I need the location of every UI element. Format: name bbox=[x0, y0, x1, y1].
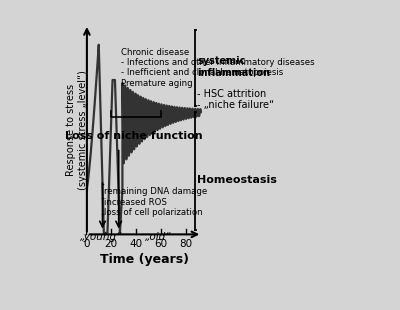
Text: Loss of niche function: Loss of niche function bbox=[65, 131, 202, 141]
Text: remaining DNA damage
increased ROS
loss of cell polarization: remaining DNA damage increased ROS loss … bbox=[104, 187, 208, 217]
Text: Time (years): Time (years) bbox=[100, 254, 189, 267]
Text: Chronic disease
- Infections and other inflammatory diseases
- Inefficient and c: Chronic disease - Infections and other i… bbox=[120, 48, 314, 88]
Text: systemic
inflammation: systemic inflammation bbox=[197, 56, 270, 78]
Text: Response to stress
(systemic stress „level“): Response to stress (systemic stress „lev… bbox=[66, 70, 88, 190]
Text: 60: 60 bbox=[154, 239, 168, 249]
Text: - HSC attrition
- „niche failure“: - HSC attrition - „niche failure“ bbox=[197, 89, 274, 110]
Text: „young“: „young“ bbox=[80, 232, 122, 242]
Text: 40: 40 bbox=[130, 239, 143, 249]
Text: 80: 80 bbox=[180, 239, 192, 249]
Text: „old“: „old“ bbox=[145, 232, 172, 242]
Text: 0: 0 bbox=[83, 239, 90, 249]
Text: 20: 20 bbox=[105, 239, 118, 249]
Text: Homeostasis: Homeostasis bbox=[197, 175, 277, 185]
